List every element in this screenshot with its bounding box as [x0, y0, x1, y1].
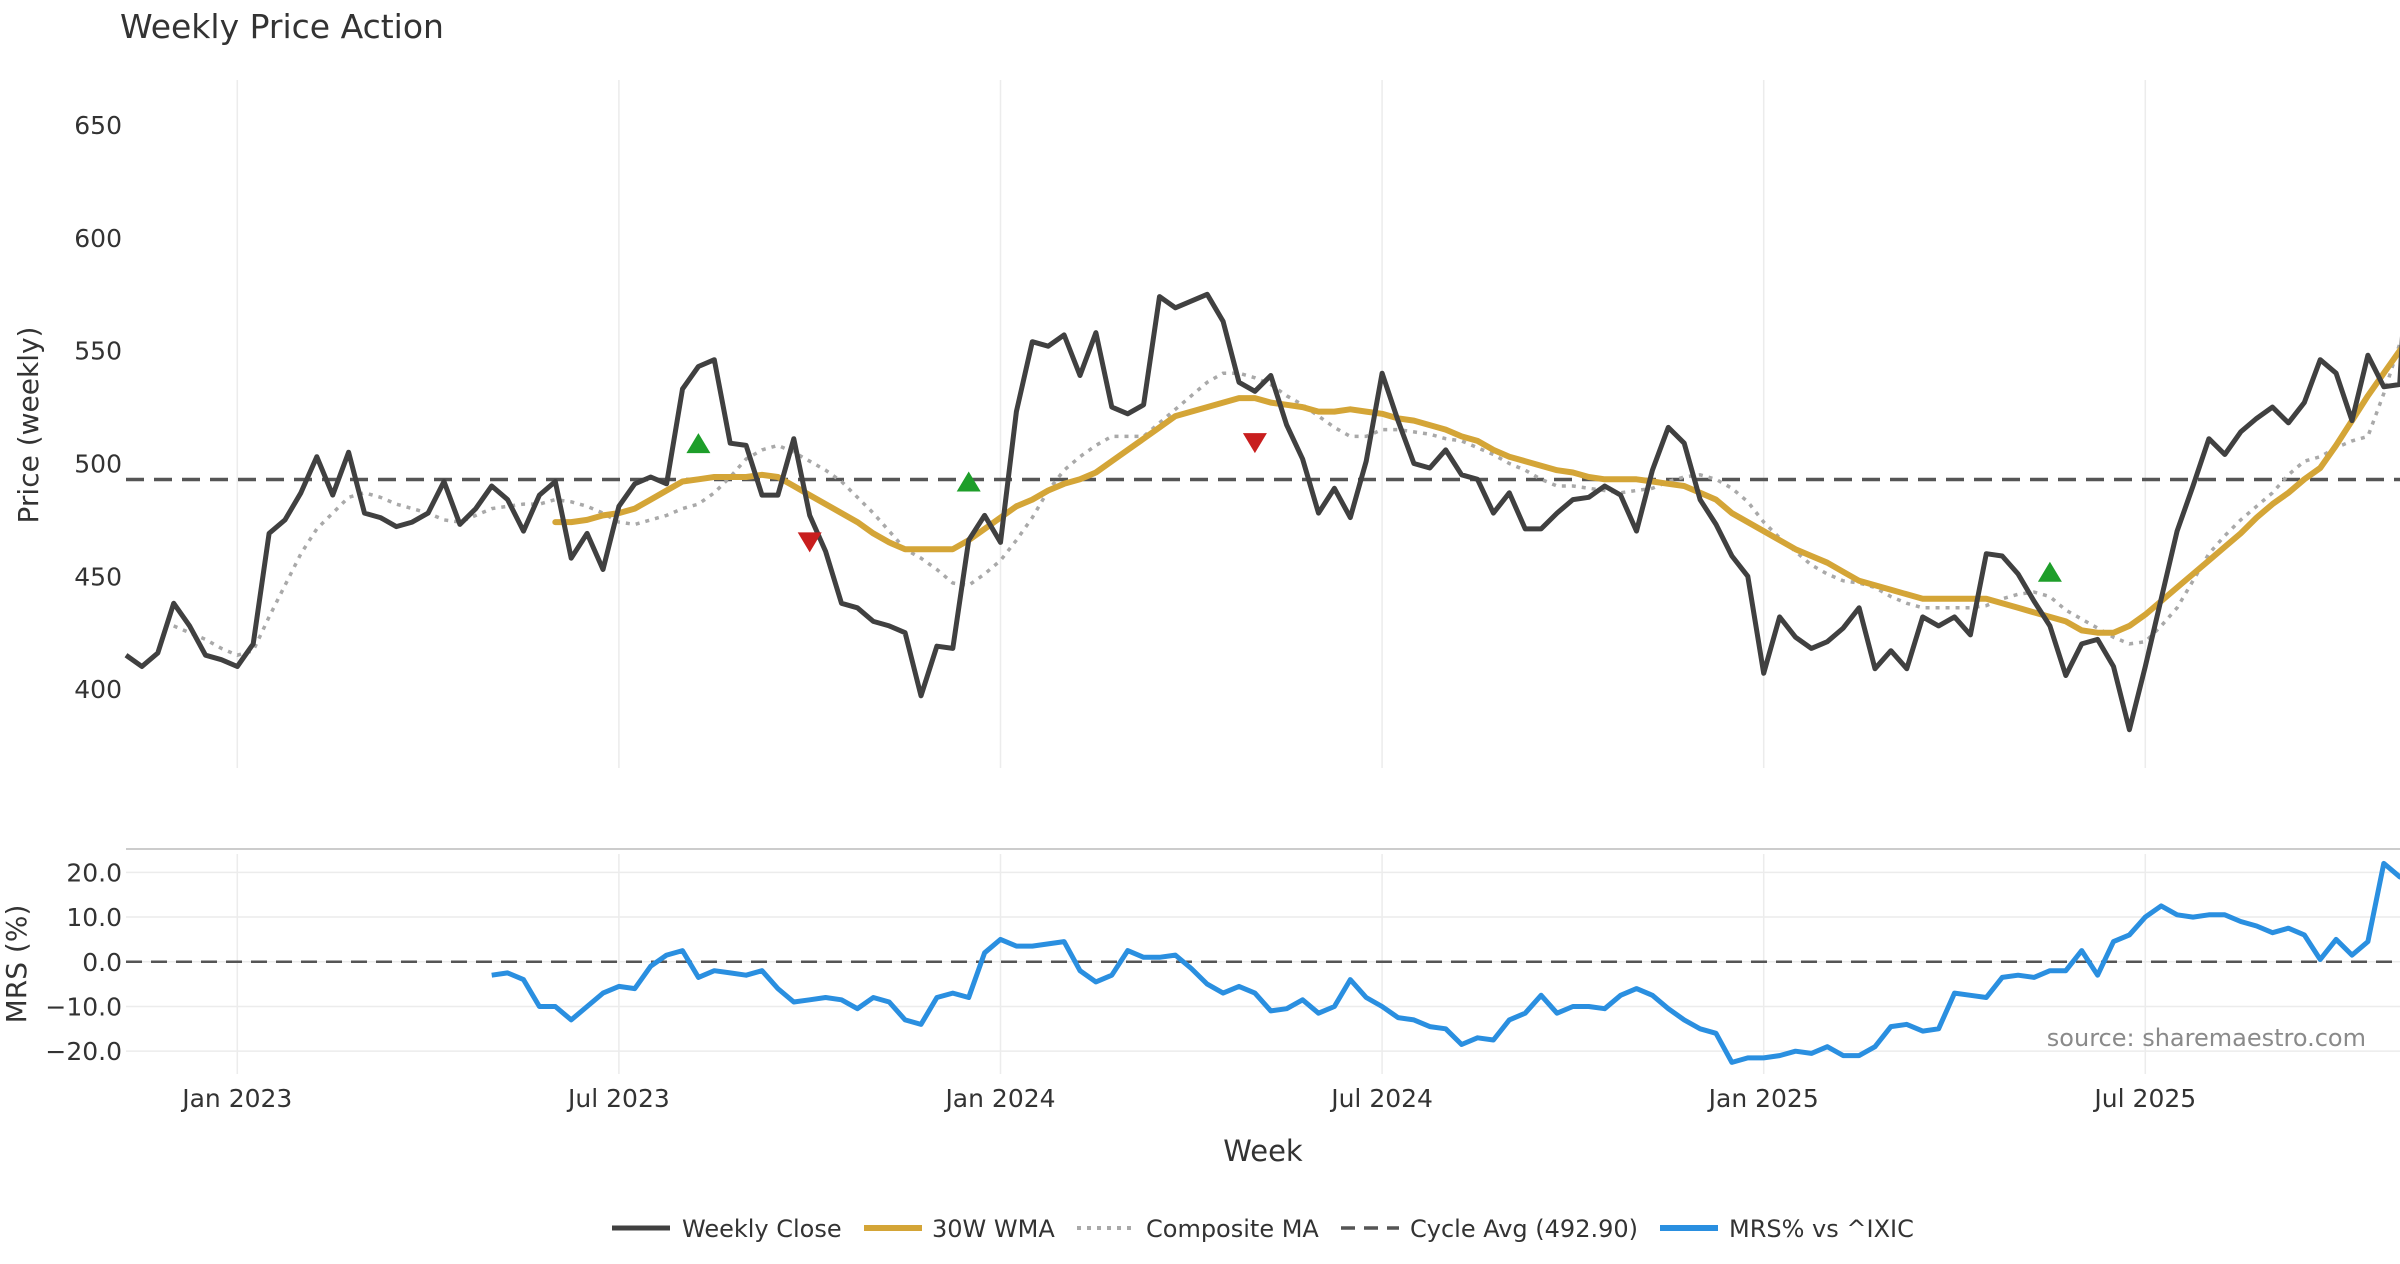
mrs-y-tick-label: −10.0 [45, 992, 122, 1021]
legend-label: MRS% vs ^IXIC [1729, 1215, 1914, 1243]
buy-signal-marker [686, 433, 711, 454]
x-tick-label: Jan 2023 [180, 1084, 292, 1113]
x-tick-label: Jul 2024 [1329, 1084, 1433, 1113]
price-y-label: Price (weekly) [12, 327, 45, 524]
mrs-y-tick-label: 0.0 [82, 948, 122, 977]
price-y-tick-label: 600 [74, 224, 122, 253]
chart-title: Weekly Price Action [120, 7, 444, 46]
sell-signal-marker [797, 532, 822, 553]
price-panel: 400 450 500 550 600 650 Price (weekly) [12, 80, 2400, 768]
x-tick-label: Jan 2024 [943, 1084, 1055, 1113]
buy-signal-marker [2037, 561, 2062, 582]
price-y-tick-label: 550 [74, 337, 122, 366]
legend: Weekly Close 30W WMA Composite MA Cycle Avg… [612, 1215, 1914, 1243]
mrs-y-ticks: −20.0 −10.0 0.0 10.0 20.0 [45, 858, 122, 1066]
mrs-line [491, 860, 2400, 1065]
buy-signal-marker [956, 471, 981, 492]
price-y-tick-label: 400 [74, 675, 122, 704]
mrs-panel: −20.0 −10.0 0.0 10.0 20.0 MRS (%) source: sh… [0, 848, 2400, 1074]
price-y-tick-label: 650 [74, 111, 122, 140]
price-y-ticks: 400 450 500 550 600 650 [74, 111, 122, 704]
mrs-y-tick-label: 10.0 [66, 903, 122, 932]
legend-label: Composite MA [1146, 1215, 1319, 1243]
mrs-series [126, 860, 2400, 1065]
legend-label: 30W WMA [932, 1215, 1055, 1243]
sell-signal-marker [1242, 433, 1267, 454]
mrs-y-tick-label: 20.0 [66, 858, 122, 887]
x-tick-label: Jan 2025 [1707, 1084, 1819, 1113]
x-tick-label: Jul 2025 [2092, 1084, 2196, 1113]
price-y-tick-label: 500 [74, 449, 122, 478]
legend-label: Weekly Close [682, 1215, 842, 1243]
price-y-tick-label: 450 [74, 562, 122, 591]
price-signals [686, 433, 2062, 582]
x-axis-ticks: Jan 2023 Jul 2023 Jan 2024 Jul 2024 Jan 2025… [180, 1084, 2196, 1113]
composite-ma-line [173, 338, 2400, 657]
x-axis-label: Week [1223, 1134, 1303, 1168]
wma-30w-line [552, 345, 2400, 636]
mrs-y-tick-label: −20.0 [45, 1037, 122, 1066]
x-tick-label: Jul 2023 [566, 1084, 670, 1113]
source-note: source: sharemaestro.com [2047, 1024, 2366, 1052]
mrs-y-label: MRS (%) [0, 905, 33, 1024]
legend-label: Cycle Avg (492.90) [1410, 1215, 1638, 1243]
weekly-close-line [124, 291, 2400, 733]
price-gridlines [236, 80, 2147, 768]
price-series [124, 291, 2400, 733]
mrs-gridlines [126, 854, 2400, 1074]
